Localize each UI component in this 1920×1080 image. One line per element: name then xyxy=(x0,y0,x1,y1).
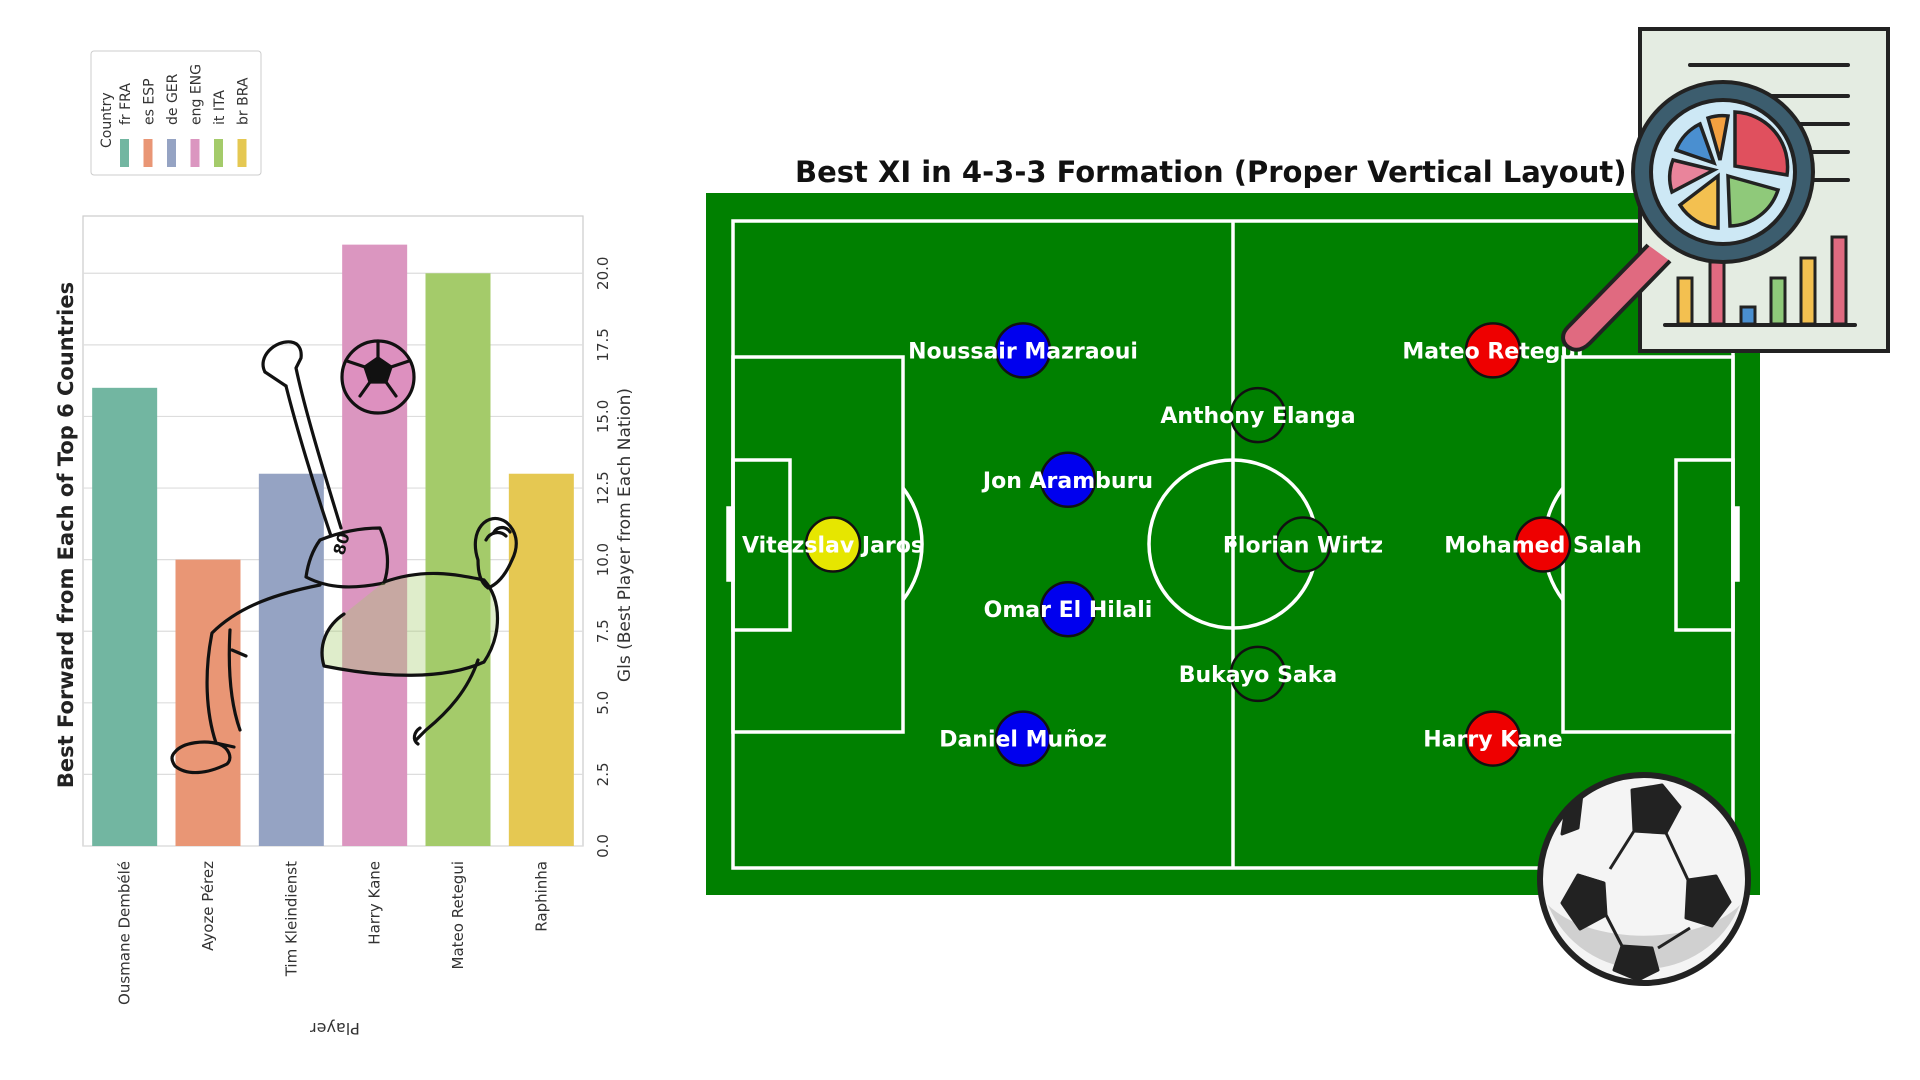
legend-swatch xyxy=(143,139,153,167)
player-marker xyxy=(804,516,862,573)
player-label: Mateo Retegui xyxy=(1402,339,1583,364)
pitch-chart-title: Best XI in 4-3-3 Formation (Proper Verti… xyxy=(795,155,1626,189)
player-label: Harry Kane xyxy=(1423,728,1562,753)
bar xyxy=(342,244,408,847)
player-marker xyxy=(1039,451,1097,509)
legend-entry-label: fr FRA xyxy=(118,83,134,125)
bicycle-kick-player-icon: 80 xyxy=(170,339,518,775)
bar xyxy=(425,273,491,847)
legend-swatch xyxy=(237,139,247,167)
right-goal xyxy=(1731,506,1740,582)
y-tick-label: 17.5 xyxy=(594,328,612,361)
left-penalty-arc xyxy=(901,486,924,602)
y-tick-label: 0.0 xyxy=(594,834,612,858)
x-tick-label: Harry Kane xyxy=(366,861,384,945)
legend-title: Country xyxy=(99,92,115,148)
player-marker xyxy=(1274,516,1332,573)
x-tick-label: Ayoze Pérez xyxy=(199,861,217,951)
player-marker xyxy=(994,322,1052,379)
bar-chart-legend: Country fr FRA es ESP de GER eng ENG it ITA b… xyxy=(90,50,262,176)
legend-entry-label: eng ENG xyxy=(189,64,205,125)
x-tick-label: Raphinha xyxy=(532,861,550,932)
soccer-ball-icon xyxy=(1537,772,1751,986)
x-tick-label: Mateo Retegui xyxy=(449,861,467,969)
y-tick-label: 12.5 xyxy=(594,471,612,504)
legend-entry-label: br BRA xyxy=(236,77,252,125)
player-marker xyxy=(1464,710,1522,767)
legend-entries: fr FRA es ESP de GER eng ENG it ITA br BRA xyxy=(118,64,252,167)
player-marker xyxy=(994,710,1052,767)
bar-chart-title: Best Forward from Each of Top 6 Countrie… xyxy=(54,282,78,788)
bar xyxy=(92,387,158,846)
player-label: Mohamed Salah xyxy=(1444,534,1642,559)
y-tick-label: 15.0 xyxy=(594,400,612,433)
left-goal xyxy=(726,506,735,582)
legend-entry-label: it ITA xyxy=(212,90,228,125)
player-label: Vitezslav Jaros xyxy=(742,534,924,559)
legend-entry-label: de GER xyxy=(165,73,181,125)
legend-swatch xyxy=(120,139,129,167)
x-tick-label: Tim Kleindienst xyxy=(282,861,300,977)
bar-chart-x-axis-label: Player xyxy=(310,1019,360,1038)
bar-chart-x-tick-labels: Ousmane Dembélé Ayoze Pérez Tim Kleindiens… xyxy=(116,861,551,1005)
y-tick-label: 7.5 xyxy=(594,619,612,643)
legend-swatch xyxy=(190,139,200,167)
bar-chart-y-axis-label: Gls (Best Player from Each Nation) xyxy=(615,388,635,682)
y-tick-label: 5.0 xyxy=(594,691,612,715)
analytics-magnifier-icon xyxy=(1561,27,1890,353)
formation-pitch-chart: Best XI in 4-3-3 Formation (Proper Verti… xyxy=(706,155,1760,895)
player-label: Daniel Muñoz xyxy=(939,728,1107,753)
legend-swatch xyxy=(167,139,176,167)
legend-swatch xyxy=(214,139,223,167)
player-marker xyxy=(1229,645,1287,703)
pitch-players: Vitezslav Jaros Noussair Mazraoui Jon Aram… xyxy=(742,322,1642,767)
player-marker xyxy=(1229,386,1287,444)
y-tick-label: 10.0 xyxy=(594,543,612,576)
player-marker xyxy=(1039,580,1097,638)
bar xyxy=(258,473,324,846)
player-marker xyxy=(1464,322,1522,379)
player-label: Noussair Mazraoui xyxy=(908,339,1138,364)
center-spot xyxy=(1229,540,1237,548)
player-label: Anthony Elanga xyxy=(1160,404,1355,429)
bar xyxy=(508,473,574,846)
bar-chart-y-tick-labels: 0.0 2.5 5.0 7.5 10.0 12.5 15.0 17.5 20.0 xyxy=(594,257,612,858)
x-tick-label: Ousmane Dembélé xyxy=(116,861,134,1005)
legend-entry-label: es ESP xyxy=(142,78,158,125)
player-label: Florian Wirtz xyxy=(1223,534,1383,559)
player-label: Jon Aramburu xyxy=(981,469,1153,494)
player-marker xyxy=(1514,516,1572,573)
y-tick-label: 20.0 xyxy=(594,257,612,290)
y-tick-label: 2.5 xyxy=(594,762,612,786)
bar-chart: 0.0 2.5 5.0 7.5 10.0 12.5 15.0 17.5 20.0 Ousmane… xyxy=(54,50,635,1038)
player-label: Bukayo Saka xyxy=(1179,663,1338,688)
bar-chart-gridlines xyxy=(83,272,583,847)
player-label: Omar El Hilali xyxy=(984,598,1153,623)
